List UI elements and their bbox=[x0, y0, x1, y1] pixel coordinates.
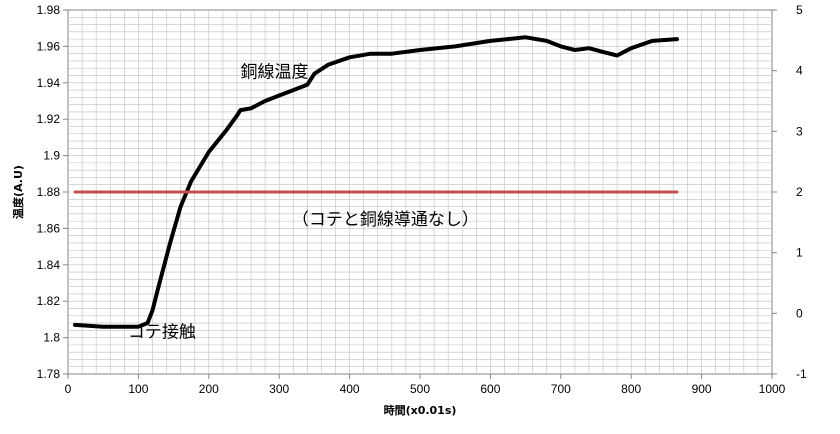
y2-tick-label: 1 bbox=[796, 246, 803, 260]
temperature-series-point bbox=[601, 50, 605, 54]
temperature-series-point bbox=[524, 35, 528, 39]
x-tick-label: 200 bbox=[199, 382, 219, 396]
temperature-series-point bbox=[650, 39, 654, 43]
y-tick-label: 1.92 bbox=[37, 112, 61, 126]
y-tick-label: 1.82 bbox=[37, 294, 61, 308]
chart-annotation: 銅線温度 bbox=[240, 62, 308, 82]
y-tick-label: 1.86 bbox=[37, 221, 61, 235]
temperature-series-point bbox=[559, 44, 563, 49]
x-tick-label: 400 bbox=[340, 382, 360, 396]
temperature-series-point bbox=[179, 204, 183, 209]
temperature-series-point bbox=[249, 106, 253, 110]
x-tick-label: 1000 bbox=[759, 382, 786, 396]
temperature-series-point bbox=[291, 88, 295, 92]
temperature-series-point bbox=[326, 63, 331, 67]
y2-tick-label: 4 bbox=[796, 64, 803, 78]
series-layer bbox=[73, 35, 679, 329]
x-tick-label: 100 bbox=[128, 382, 148, 396]
chart-annotation: コテ接触 bbox=[128, 323, 196, 343]
temperature-series-point bbox=[453, 44, 457, 49]
temperature-series-point bbox=[615, 53, 619, 58]
temperature-series-point bbox=[263, 99, 267, 103]
temperature-series-point bbox=[418, 48, 422, 52]
x-tick-label: 300 bbox=[269, 382, 289, 396]
y2-tick-label: 3 bbox=[796, 124, 803, 138]
axes bbox=[63, 9, 777, 379]
temperature-series-point bbox=[150, 308, 155, 312]
temperature-series-point bbox=[189, 179, 193, 183]
y-tick-label: 1.84 bbox=[37, 258, 61, 272]
temperature-series-point bbox=[312, 72, 316, 76]
y2-tick-label: 0 bbox=[796, 306, 803, 320]
temperature-series-point bbox=[145, 321, 150, 325]
temperature-series-point bbox=[488, 39, 492, 43]
y-tick-label: 1.9 bbox=[43, 149, 60, 163]
labels-layer: 0 100 200 300 400 500 600 700 800 900 1000 1.78 1.8 1… bbox=[11, 3, 807, 417]
y2-tick-label: 5 bbox=[796, 3, 803, 17]
temperature-series-point bbox=[136, 325, 140, 329]
y-tick-label: 1.88 bbox=[37, 185, 61, 199]
temperature-series-point bbox=[207, 150, 211, 154]
temperature-series-point bbox=[573, 48, 577, 52]
temperature-series-line bbox=[73, 35, 679, 329]
temperature-series-point bbox=[587, 46, 591, 50]
x-axis-title: 時間(x0.01s) bbox=[384, 403, 457, 417]
y-tick-label: 1.98 bbox=[37, 3, 61, 17]
temperature-series-point bbox=[545, 39, 549, 43]
temperature-series-point bbox=[390, 52, 394, 56]
temperature-series-point bbox=[101, 325, 105, 329]
x-tick-label: 800 bbox=[621, 382, 641, 396]
y-tick-label: 1.8 bbox=[43, 331, 60, 345]
temperature-series-point bbox=[675, 37, 679, 41]
temperature-series-point bbox=[305, 83, 309, 87]
y-tick-label: 1.94 bbox=[37, 76, 61, 90]
temperature-series-point bbox=[157, 281, 162, 285]
x-tick-label: 900 bbox=[692, 382, 712, 396]
y-axis-title: 温度(A.U) bbox=[11, 165, 25, 219]
x-tick-label: 600 bbox=[480, 382, 500, 396]
temperature-series-point bbox=[224, 128, 228, 132]
temperature-series-point bbox=[369, 52, 373, 56]
temperature-series-point bbox=[73, 323, 77, 327]
temperature-series-point bbox=[235, 113, 239, 118]
x-tick-label: 700 bbox=[551, 382, 571, 396]
temperature-series-point bbox=[277, 93, 281, 98]
y-tick-label: 1.96 bbox=[37, 39, 61, 53]
temperature-series-point bbox=[168, 241, 172, 245]
temperature-series-point bbox=[629, 46, 633, 50]
x-tick-label: 0 bbox=[65, 382, 72, 396]
y-tick-label: 1.78 bbox=[37, 367, 61, 381]
y2-tick-label: -1 bbox=[796, 367, 807, 381]
temperature-series-point bbox=[348, 55, 352, 59]
temperature-series-point bbox=[238, 108, 243, 112]
x-tick-label: 500 bbox=[410, 382, 430, 396]
y2-tick-label: 2 bbox=[796, 185, 803, 199]
chart-annotation: （コテと銅線導通なし） bbox=[292, 210, 479, 230]
